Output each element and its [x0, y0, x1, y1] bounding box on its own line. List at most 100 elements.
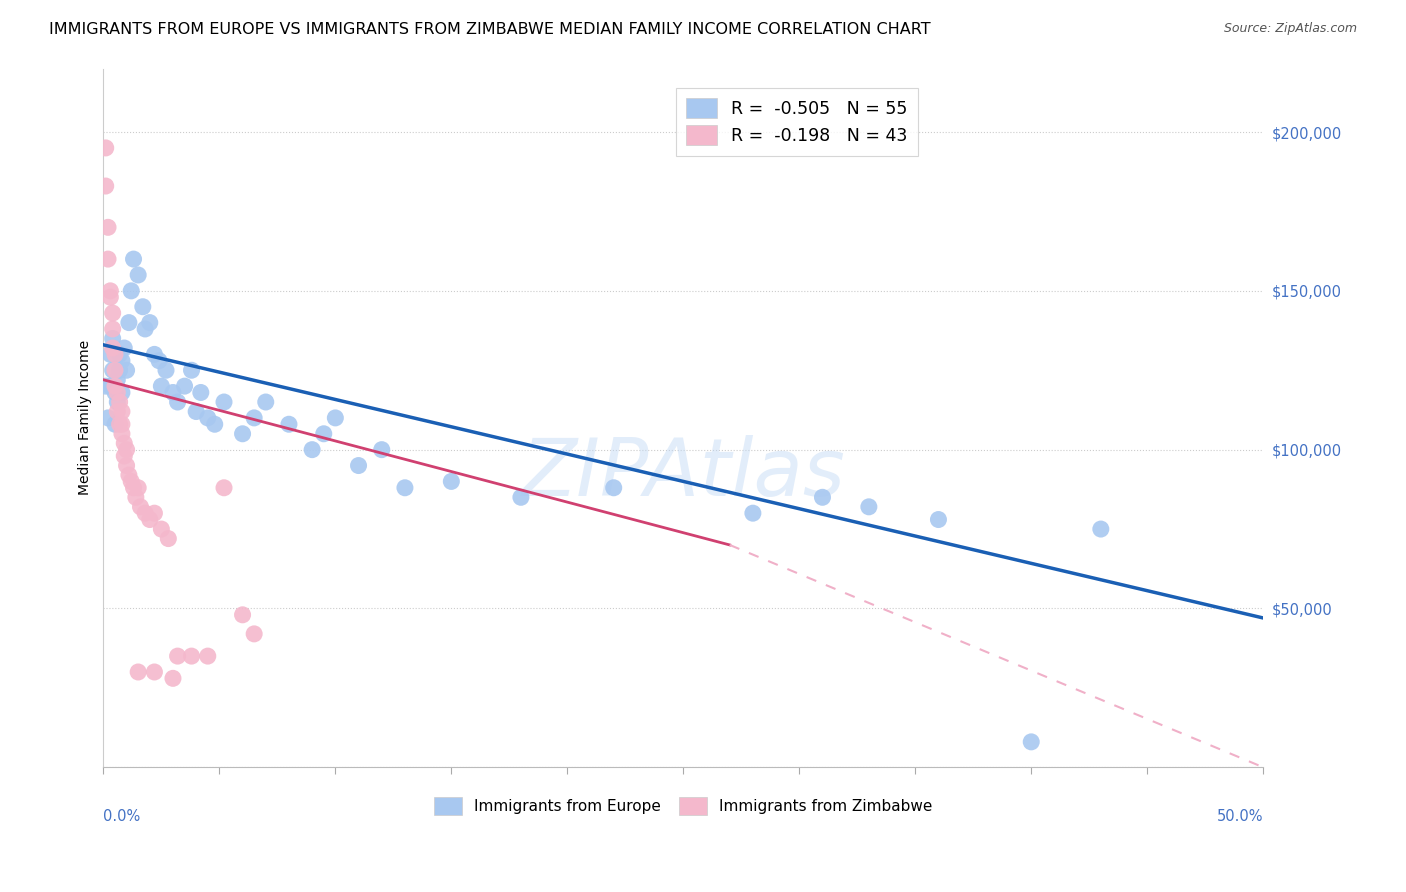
Point [212, 395, 235, 409]
Point [197, 649, 219, 664]
Point [155, 363, 177, 377]
Point [127, 665, 149, 679]
Point [139, 316, 162, 330]
Point [104, 363, 127, 377]
Point [105, 395, 128, 409]
Point [120, 475, 142, 489]
Point [166, 395, 188, 409]
Point [927, 512, 949, 526]
Point [325, 410, 347, 425]
Point [180, 363, 202, 377]
Point [104, 385, 127, 400]
Point [312, 426, 335, 441]
Legend: Immigrants from Europe, Immigrants from Zimbabwe: Immigrants from Europe, Immigrants from … [426, 789, 941, 822]
Point [122, 252, 145, 266]
Point [101, 363, 124, 377]
Point [243, 627, 266, 641]
Point [120, 284, 142, 298]
Point [127, 481, 149, 495]
Point [186, 404, 208, 418]
Point [115, 363, 138, 377]
Point [243, 410, 266, 425]
Point [98, 379, 121, 393]
Point [105, 373, 128, 387]
Point [232, 607, 254, 622]
Point [105, 404, 128, 418]
Point [97, 410, 120, 425]
Text: Source: ZipAtlas.com: Source: ZipAtlas.com [1223, 22, 1357, 36]
Point [118, 316, 141, 330]
Point [101, 331, 124, 345]
Point [97, 220, 120, 235]
Point [112, 449, 135, 463]
Point [143, 347, 166, 361]
Point [101, 341, 124, 355]
Point [204, 417, 226, 432]
Point [190, 385, 212, 400]
Point [1019, 735, 1042, 749]
Point [1090, 522, 1112, 536]
Point [162, 385, 184, 400]
Point [157, 532, 180, 546]
Point [150, 379, 173, 393]
Point [122, 481, 145, 495]
Point [104, 417, 127, 432]
Point [858, 500, 880, 514]
Point [180, 649, 202, 664]
Point [111, 404, 134, 418]
Point [602, 481, 624, 495]
Y-axis label: Median Family Income: Median Family Income [79, 341, 93, 495]
Point [166, 649, 188, 664]
Point [347, 458, 370, 473]
Point [111, 385, 134, 400]
Point [125, 491, 148, 505]
Point [104, 379, 127, 393]
Text: ZIPAtlas: ZIPAtlas [522, 434, 845, 513]
Point [811, 491, 834, 505]
Point [111, 353, 134, 368]
Point [173, 379, 195, 393]
Point [98, 347, 121, 361]
Point [143, 506, 166, 520]
Point [139, 512, 162, 526]
Point [115, 442, 138, 457]
Point [111, 417, 134, 432]
Point [118, 468, 141, 483]
Point [112, 436, 135, 450]
Point [148, 353, 170, 368]
Text: 50.0%: 50.0% [1216, 809, 1263, 824]
Point [98, 284, 121, 298]
Point [105, 385, 128, 400]
Point [150, 522, 173, 536]
Point [143, 665, 166, 679]
Point [94, 179, 117, 194]
Point [129, 500, 152, 514]
Point [278, 417, 301, 432]
Point [127, 268, 149, 282]
Point [97, 252, 120, 266]
Text: IMMIGRANTS FROM EUROPE VS IMMIGRANTS FROM ZIMBABWE MEDIAN FAMILY INCOME CORRELAT: IMMIGRANTS FROM EUROPE VS IMMIGRANTS FRO… [49, 22, 931, 37]
Point [301, 442, 323, 457]
Point [101, 322, 124, 336]
Point [94, 379, 117, 393]
Point [94, 141, 117, 155]
Point [134, 322, 156, 336]
Point [212, 481, 235, 495]
Point [232, 426, 254, 441]
Point [394, 481, 416, 495]
Point [371, 442, 394, 457]
Point [104, 347, 127, 361]
Point [111, 426, 134, 441]
Point [108, 417, 131, 432]
Point [197, 410, 219, 425]
Text: 0.0%: 0.0% [104, 809, 141, 824]
Point [108, 347, 131, 361]
Point [108, 363, 131, 377]
Point [132, 300, 155, 314]
Point [98, 290, 121, 304]
Point [254, 395, 277, 409]
Point [108, 395, 131, 409]
Point [162, 671, 184, 685]
Point [115, 458, 138, 473]
Point [440, 475, 463, 489]
